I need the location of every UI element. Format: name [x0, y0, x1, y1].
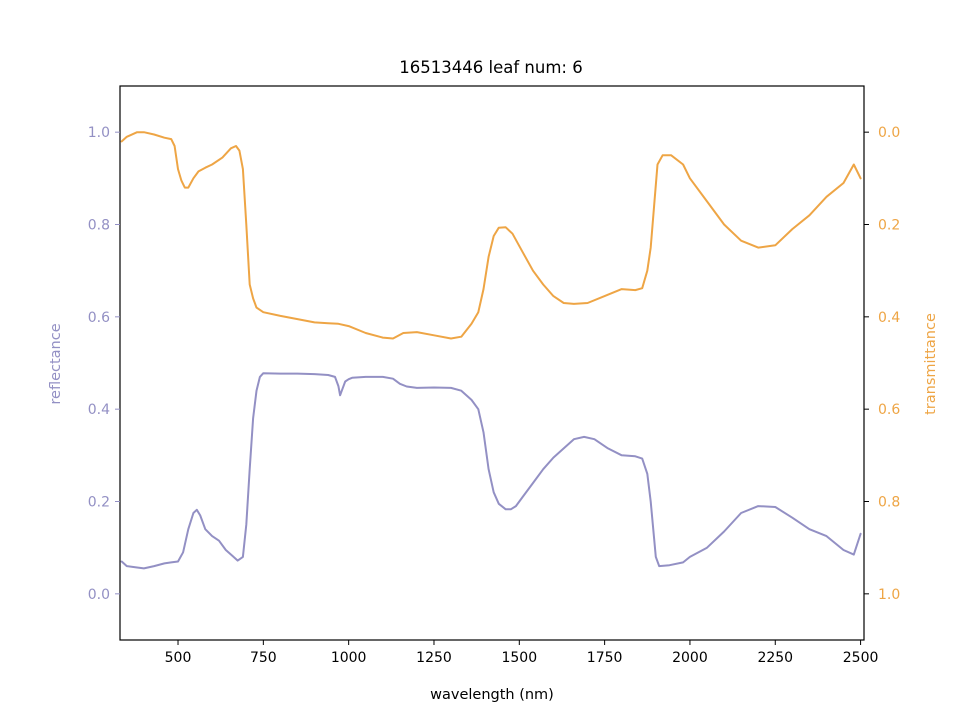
x-tick-label: 2500	[843, 650, 879, 666]
x-tick-label: 1750	[587, 650, 623, 666]
y-left-tick-label: 0.0	[88, 587, 110, 603]
y-right-tick-label: 0.6	[878, 402, 900, 418]
series-layer	[120, 131, 862, 570]
x-tick-label: 2000	[672, 650, 708, 666]
y-right-tick-label: 0.8	[878, 495, 900, 511]
y-right-tick-label: 1.0	[878, 587, 900, 603]
y-right-tick-label: 0.4	[878, 310, 900, 326]
transmittance-line	[120, 131, 862, 340]
plot-frame	[119, 85, 865, 641]
y-right-tick-label: 0.0	[878, 125, 900, 141]
y-left-axis-label: reflectance	[48, 323, 64, 404]
y-left-tick-label: 1.0	[88, 125, 110, 141]
x-tick-label: 1000	[331, 650, 367, 666]
x-tick-label: 750	[250, 650, 277, 666]
reflectance-line	[120, 372, 862, 570]
y-right-tick-label: 0.2	[878, 218, 900, 234]
y-left-axis-ticks: 0.0 0.2 0.4 0.6 0.8 1.0	[88, 125, 120, 603]
x-tick-label: 500	[165, 650, 192, 666]
x-tick-label: 1250	[416, 650, 452, 666]
y-left-tick-label: 0.8	[88, 218, 110, 234]
y-left-tick-label: 0.4	[88, 402, 110, 418]
y-left-tick-label: 0.6	[88, 310, 110, 326]
y-left-tick-label: 0.2	[88, 495, 110, 511]
x-tick-label: 2250	[757, 650, 793, 666]
y-right-axis-ticks: 0.0 0.2 0.4 0.6 0.8 1.0	[864, 125, 900, 603]
x-axis-ticks: 500 750 1000 1250 1500 1750 2000 2250 2500	[165, 640, 879, 666]
x-axis-label: wavelength (nm)	[430, 687, 554, 703]
chart-title: 16513446 leaf num: 6	[399, 58, 582, 77]
x-tick-label: 1500	[501, 650, 537, 666]
y-right-axis-label: transmittance	[923, 313, 939, 415]
